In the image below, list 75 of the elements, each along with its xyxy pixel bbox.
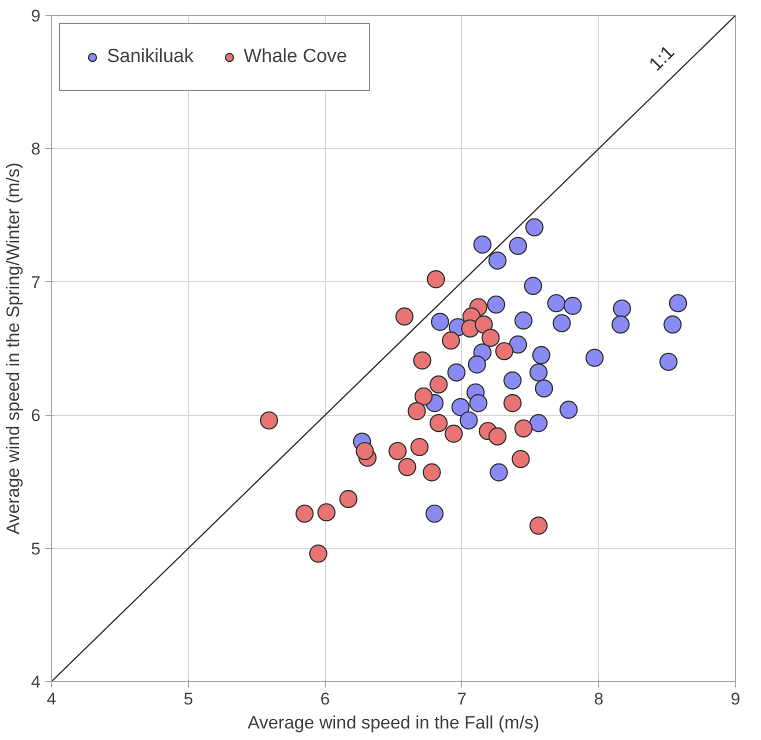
point	[388, 442, 407, 460]
point	[547, 294, 566, 312]
point	[508, 335, 528, 354]
x-tick-label: 7	[457, 690, 467, 708]
point	[309, 544, 328, 563]
point	[469, 394, 488, 412]
point	[426, 270, 446, 288]
point	[410, 438, 429, 456]
point	[260, 411, 278, 430]
point	[295, 504, 314, 523]
y-tick-label: 7	[31, 272, 41, 292]
point	[488, 252, 507, 270]
point	[612, 299, 632, 318]
point	[524, 276, 542, 295]
x-tick-label: 6	[320, 690, 330, 708]
y-axis-title: Average wind speed in the Spring/Winter (m/s)	[3, 162, 24, 534]
x-tick-label: 4	[46, 690, 56, 708]
point	[668, 294, 688, 312]
point	[663, 315, 682, 334]
point	[529, 363, 548, 382]
point	[525, 218, 544, 236]
point	[442, 331, 460, 350]
point	[482, 328, 500, 347]
point	[444, 424, 463, 443]
point	[398, 458, 416, 476]
point	[356, 442, 374, 460]
point	[659, 352, 678, 371]
x-tick-label: 9	[730, 690, 740, 708]
point	[514, 311, 533, 330]
point	[317, 503, 336, 522]
point	[451, 398, 470, 416]
point	[585, 348, 604, 367]
point	[460, 411, 478, 430]
point	[430, 375, 448, 394]
point	[529, 516, 548, 535]
y-tick-label: 9	[31, 6, 41, 26]
y-tick-label: 6	[31, 406, 41, 426]
point	[473, 236, 492, 254]
point	[503, 394, 522, 412]
legend-label: Sanikiluak	[107, 46, 194, 68]
point	[508, 236, 528, 256]
point	[474, 315, 493, 334]
point	[487, 295, 506, 314]
point	[447, 363, 466, 382]
point	[560, 400, 578, 419]
y-tick-label: 5	[31, 539, 41, 558]
point	[552, 314, 571, 332]
legend-label: Whale Cove	[244, 46, 348, 68]
point	[408, 402, 426, 420]
point	[534, 379, 554, 398]
point	[430, 414, 448, 432]
point	[529, 414, 548, 432]
point	[514, 419, 533, 438]
point	[414, 387, 433, 406]
y-tick-label: 4	[31, 672, 41, 692]
point	[413, 351, 432, 370]
point	[430, 312, 450, 331]
point	[512, 450, 530, 468]
text: 1:1	[645, 42, 679, 76]
point	[468, 355, 486, 374]
point	[425, 504, 444, 523]
x-axis-title: Average wind speed in the Fall (m/s)	[248, 712, 540, 732]
x-tick-label: 5	[184, 690, 194, 708]
point	[422, 463, 441, 482]
point	[490, 463, 508, 482]
point	[339, 490, 358, 508]
point	[395, 307, 414, 326]
point	[503, 371, 522, 390]
point	[495, 342, 514, 360]
x-tick-label: 8	[594, 690, 604, 708]
point	[564, 296, 582, 315]
point	[532, 346, 550, 364]
point	[611, 315, 630, 334]
y-tick-label: 8	[31, 140, 41, 159]
point	[488, 427, 507, 446]
